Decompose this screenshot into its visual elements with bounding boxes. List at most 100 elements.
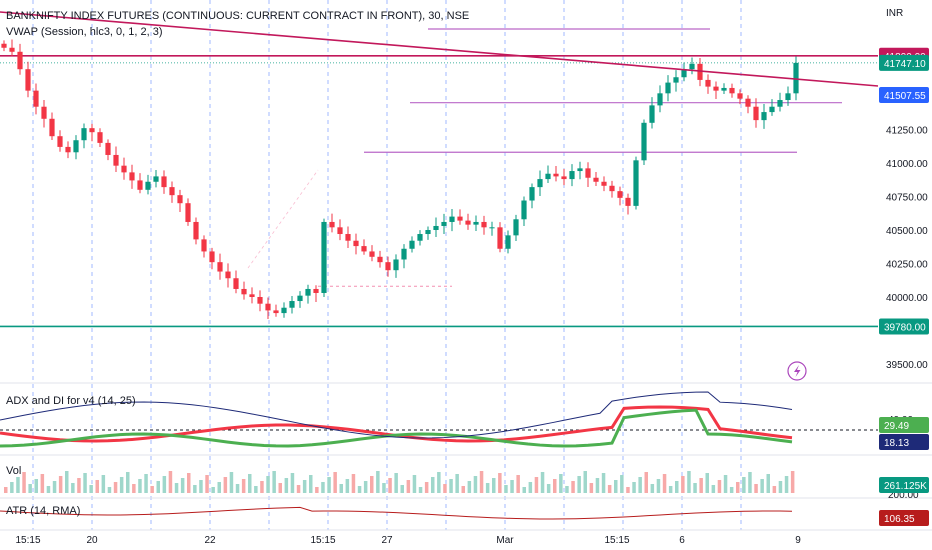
- candle-body: [705, 79, 711, 87]
- volume-bar: [742, 477, 746, 493]
- volume-bar: [34, 479, 38, 493]
- adx-tag: [879, 434, 929, 450]
- volume-bar: [382, 483, 386, 493]
- candle-body: [641, 122, 647, 161]
- price-tags: 41800.0041747.1041507.5539780.0029.4918.…: [879, 47, 929, 526]
- candle-body: [25, 69, 31, 91]
- volume-bar: [174, 483, 179, 493]
- volume-bar: [284, 478, 289, 493]
- candle-body: [465, 220, 471, 225]
- candle-body: [425, 230, 431, 235]
- volume-bar: [211, 487, 215, 493]
- volume-bar: [467, 481, 472, 493]
- volume-bar: [711, 485, 716, 493]
- price-tag-text: 41507.55: [884, 91, 926, 102]
- candle-body: [433, 225, 439, 230]
- lightning-icon[interactable]: [787, 361, 807, 381]
- volume-bar: [412, 475, 417, 493]
- indicator-panes: [0, 382, 932, 531]
- volume-bar: [309, 475, 313, 493]
- volume-bar: [620, 475, 624, 493]
- volume-bar: [546, 484, 551, 493]
- volume-bar: [370, 476, 374, 493]
- candle-body: [225, 271, 231, 279]
- volume-bar: [626, 487, 630, 493]
- volume-bar: [510, 480, 514, 493]
- candle-body: [353, 240, 359, 247]
- candle-body: [609, 185, 615, 192]
- candle-body: [473, 221, 479, 225]
- volume-bar: [223, 477, 228, 493]
- adx-pane-label[interactable]: ADX and DI for v4 (14, 25): [6, 395, 136, 407]
- candle-body: [49, 118, 55, 137]
- candle-body: [137, 180, 143, 190]
- volume-bar: [601, 473, 606, 493]
- volume-bar: [272, 471, 276, 493]
- candle-body: [297, 295, 303, 302]
- candle-body: [129, 172, 135, 181]
- volume-bar: [577, 476, 581, 493]
- candle-body: [209, 251, 215, 263]
- volume-bar: [217, 482, 221, 493]
- candle-body: [257, 297, 263, 304]
- volume-bar: [766, 474, 770, 493]
- volume-bar: [754, 484, 758, 493]
- candle-body: [289, 301, 295, 308]
- candle-body: [313, 288, 319, 293]
- volume-bar: [443, 484, 447, 493]
- volume-bar: [4, 487, 8, 493]
- candle-body: [737, 93, 743, 99]
- volume-bar: [235, 484, 240, 493]
- candle-body: [633, 160, 639, 206]
- volume-bar: [424, 482, 429, 493]
- volume-bar: [65, 471, 69, 493]
- candle-body: [505, 235, 511, 249]
- volume-bar: [748, 472, 752, 493]
- candle-body: [793, 62, 799, 94]
- volume-bar: [534, 477, 539, 493]
- volume-bar: [248, 474, 252, 493]
- price-tick-label: 39500.00: [886, 360, 928, 371]
- candle-body: [409, 240, 415, 249]
- candle-body: [553, 173, 559, 177]
- candle-body: [377, 256, 383, 263]
- volume-bar: [10, 482, 14, 493]
- time-gridlines: [32, 0, 742, 530]
- volume-bar: [168, 471, 173, 493]
- volume-bar: [229, 472, 234, 493]
- vol-pane-label[interactable]: Vol: [6, 465, 22, 477]
- candle-body: [249, 294, 255, 297]
- volume-bar: [180, 478, 185, 493]
- volume-bar: [58, 476, 63, 493]
- volume-bar: [650, 484, 655, 493]
- volume-bar: [479, 471, 484, 493]
- candle-body: [201, 239, 207, 252]
- volume-bar: [156, 481, 160, 493]
- price-tick-label: 40750.00: [886, 193, 928, 204]
- volume-bar: [101, 475, 106, 493]
- candle-body: [385, 262, 391, 271]
- volume-bar: [772, 486, 777, 493]
- price-tag-text: 41747.10: [884, 59, 926, 70]
- atr-tag-text: 106.35: [884, 514, 915, 525]
- candle-body: [321, 221, 327, 293]
- volume-bar: [540, 472, 545, 493]
- volume-bar: [644, 472, 648, 493]
- volume-bar: [790, 471, 795, 493]
- volume-bar: [144, 474, 148, 493]
- volume-bar: [266, 476, 270, 493]
- volume-bar: [504, 485, 508, 493]
- candle-body: [329, 221, 335, 228]
- candle-body: [497, 227, 503, 249]
- vwap-label[interactable]: VWAP (Session, hlc3, 0, 1, 2, 3): [6, 26, 163, 38]
- currency-label: INR: [886, 8, 903, 19]
- volume-bar: [296, 485, 301, 493]
- candle-body: [761, 112, 767, 121]
- volume-bar: [138, 479, 142, 493]
- candle-body: [697, 63, 703, 80]
- chart-title: BANKNIFTY INDEX FUTURES (CONTINUOUS: CUR…: [6, 10, 470, 22]
- atr-pane-label[interactable]: ATR (14, RMA): [6, 505, 81, 517]
- candle-body: [537, 179, 543, 188]
- di-plus-line: [0, 408, 793, 448]
